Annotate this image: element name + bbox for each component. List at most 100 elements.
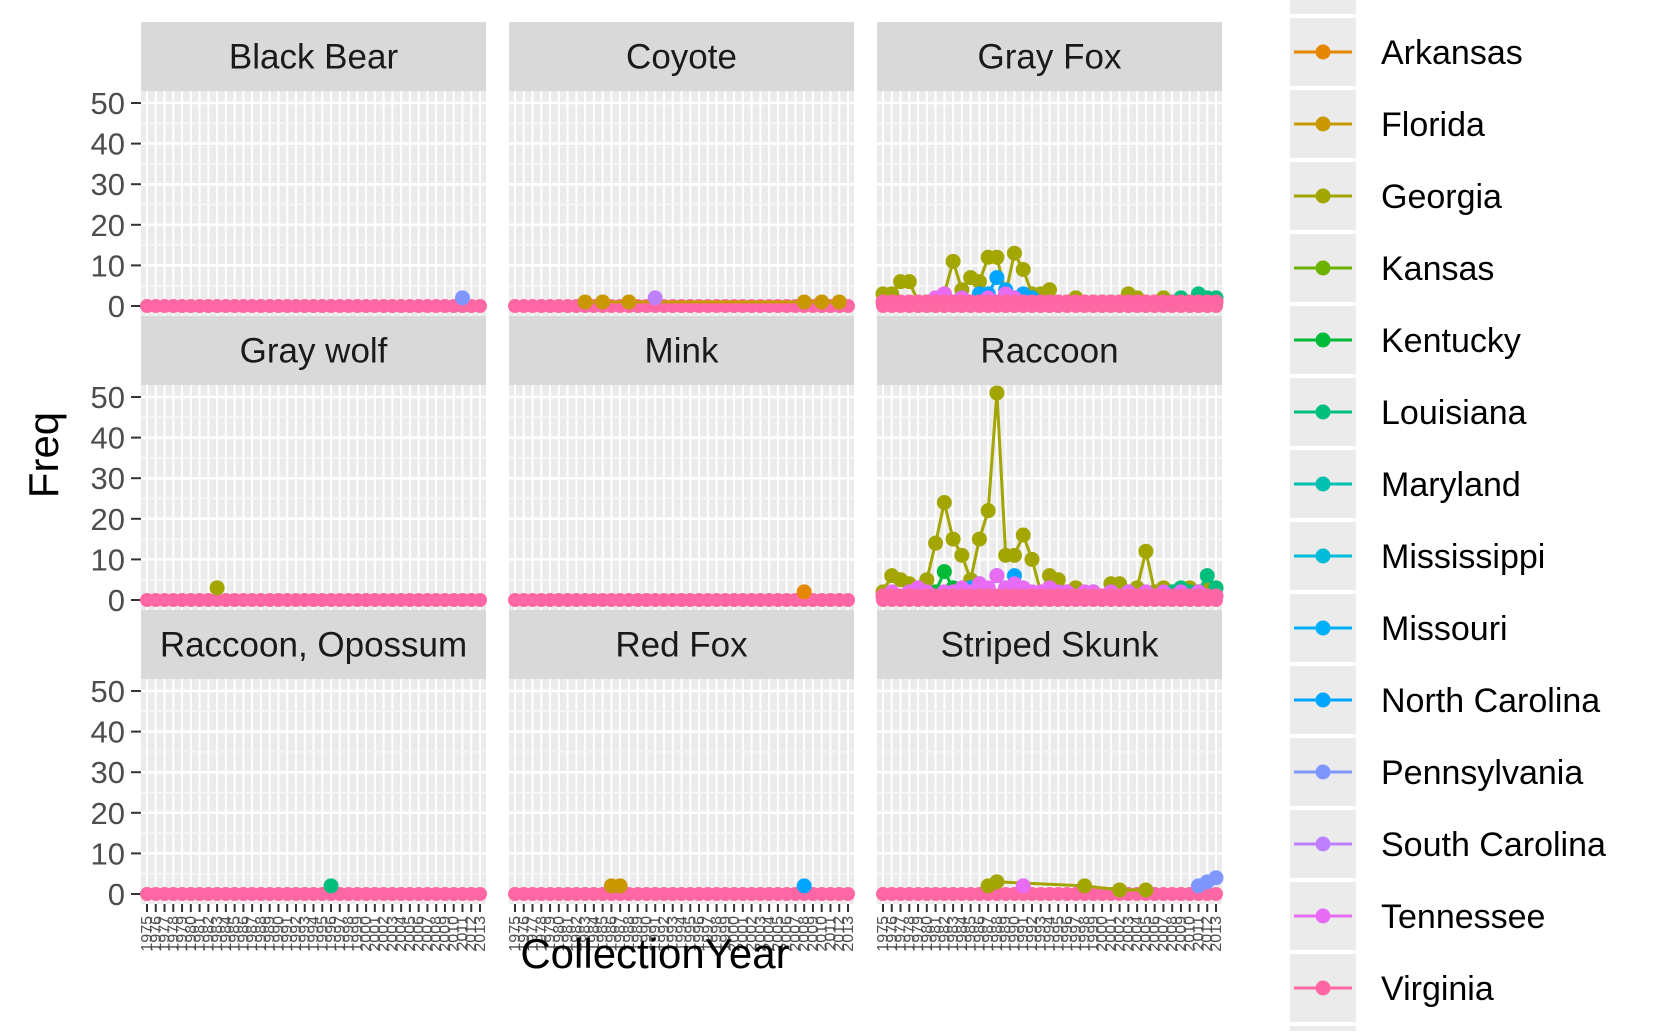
legend-key-point	[1315, 620, 1331, 636]
legend-item-tennessee: Tennessee	[1290, 882, 1545, 950]
x-tick-label: 1987	[612, 916, 629, 952]
facet-strip-label: Raccoon	[980, 332, 1118, 371]
x-tick-label: 1997	[332, 916, 349, 952]
x-tick-label: 2005	[770, 916, 787, 952]
legend-item-kansas: Kansas	[1290, 234, 1494, 302]
facet-strip	[141, 22, 486, 91]
y-tick-label: 50	[91, 86, 125, 121]
facet-strip	[877, 610, 1222, 679]
legend-label: South Carolina	[1381, 826, 1606, 864]
y-tick-label: 20	[91, 796, 125, 831]
facet-panel-mink: Mink	[508, 316, 855, 610]
x-tick-label: 2005	[402, 916, 419, 952]
legend-item-florida: Florida	[1290, 90, 1485, 158]
data-point-south-carolina	[647, 290, 663, 306]
x-tick-label: 1996	[691, 916, 708, 952]
x-tick-label: 2005	[1138, 916, 1155, 952]
x-tick-label: 1999	[717, 916, 734, 952]
x-tick-label: 2001	[1103, 916, 1120, 952]
y-tick-label: 0	[108, 877, 125, 912]
data-point-arkansas	[796, 584, 812, 600]
data-point-florida	[831, 294, 847, 310]
x-tick-label: 2010	[814, 916, 831, 952]
facet-panel-raccoon: Raccoon	[875, 316, 1224, 610]
y-tick-label: 10	[91, 542, 125, 577]
data-point-north-carolina	[989, 270, 1005, 286]
facet-panel-black-bear: Black Bear 0 10 20 30 40 50	[91, 22, 487, 324]
x-tick-label: 1979	[174, 916, 191, 952]
legend-item-north-carolina: North Carolina	[1290, 666, 1600, 734]
legend-label: Maryland	[1381, 466, 1521, 504]
x-tick-label: 1996	[323, 916, 340, 952]
y-tick-label: 0	[108, 583, 125, 618]
legend-item-louisiana: Louisiana	[1290, 378, 1527, 446]
x-tick-label: 1982	[568, 916, 585, 952]
facet-strip-label: Mink	[645, 332, 719, 371]
legend-label: Missouri	[1381, 610, 1508, 648]
x-tick-label: 1988	[253, 916, 270, 952]
x-tick-label: 1985	[963, 916, 980, 952]
x-tick-label: 1979	[542, 916, 559, 952]
x-tick-label: 1982	[200, 916, 217, 952]
data-point-florida	[577, 294, 593, 310]
x-tick-label: 1986	[603, 916, 620, 952]
x-tick-label: 1985	[595, 916, 612, 952]
data-point-georgia	[1112, 882, 1128, 898]
x-tick-label: 1994	[1042, 916, 1059, 952]
x-tick-label: 1977	[157, 916, 174, 952]
x-tick-label: 1987	[980, 916, 997, 952]
x-tick-label: 2013	[840, 916, 857, 952]
legend-label: Tennessee	[1381, 898, 1545, 936]
y-tick-label: 40	[91, 421, 125, 456]
data-point-louisiana	[1199, 568, 1215, 584]
x-tick-label: 1995	[314, 916, 331, 952]
x-tick-label: 2000	[1094, 916, 1111, 952]
facet-strip	[509, 22, 854, 91]
facet-panel-striped-skunk: Striped Skunk197519761977197819791980198…	[875, 610, 1225, 952]
facet-strip-label: Striped Skunk	[941, 626, 1159, 665]
x-tick-label: 1990	[270, 916, 287, 952]
legend-item-south-carolina: South Carolina	[1290, 810, 1606, 878]
x-tick-label: 1992	[288, 916, 305, 952]
data-point-georgia	[1006, 547, 1022, 563]
facet-strip-label: Raccoon, Opossum	[160, 626, 467, 665]
y-tick-label: 20	[91, 502, 125, 537]
x-tick-label: 1976	[148, 916, 165, 952]
facet-strip	[141, 610, 486, 679]
legend-key-point	[1315, 476, 1331, 492]
x-tick-label: 2003	[1120, 916, 1137, 952]
x-tick-label: 1983	[577, 916, 594, 952]
x-tick-label: 1975	[875, 916, 892, 952]
legend-label: North Carolina	[1381, 682, 1600, 720]
x-tick-label: 1984	[954, 916, 971, 952]
x-tick-label: 1984	[218, 916, 235, 952]
facet-panel-red-fox: Red Fox197519761977197819791980198119821…	[507, 610, 857, 952]
x-tick-label: 1994	[306, 916, 323, 952]
x-tick-label: 1977	[525, 916, 542, 952]
x-tick-label: 1988	[621, 916, 638, 952]
legend-key-point	[1315, 116, 1331, 132]
x-tick-label: 2002	[744, 916, 761, 952]
data-point-virginia	[1208, 294, 1224, 310]
x-tick-label: 1978	[165, 916, 182, 952]
x-tick-label: 2013	[472, 916, 489, 952]
data-point-georgia	[971, 531, 987, 547]
data-point-georgia	[901, 274, 917, 290]
data-point-georgia	[1138, 543, 1154, 559]
legend-key-point	[1315, 836, 1331, 852]
x-tick-label: 1978	[901, 916, 918, 952]
x-tick-label: 1989	[630, 916, 647, 952]
data-point-kentucky	[936, 564, 952, 580]
x-tick-label: 2003	[384, 916, 401, 952]
x-tick-label: 2011	[822, 916, 839, 951]
x-tick-label: 1992	[656, 916, 673, 952]
data-point-florida	[796, 294, 812, 310]
x-tick-label: 1990	[638, 916, 655, 952]
x-tick-label: 1983	[209, 916, 226, 952]
x-tick-label: 2010	[1182, 916, 1199, 952]
x-tick-label: 2012	[1199, 916, 1216, 952]
baseline-point	[473, 299, 487, 313]
legend-label: Kansas	[1381, 250, 1494, 288]
x-tick-label: 1975	[507, 916, 524, 952]
